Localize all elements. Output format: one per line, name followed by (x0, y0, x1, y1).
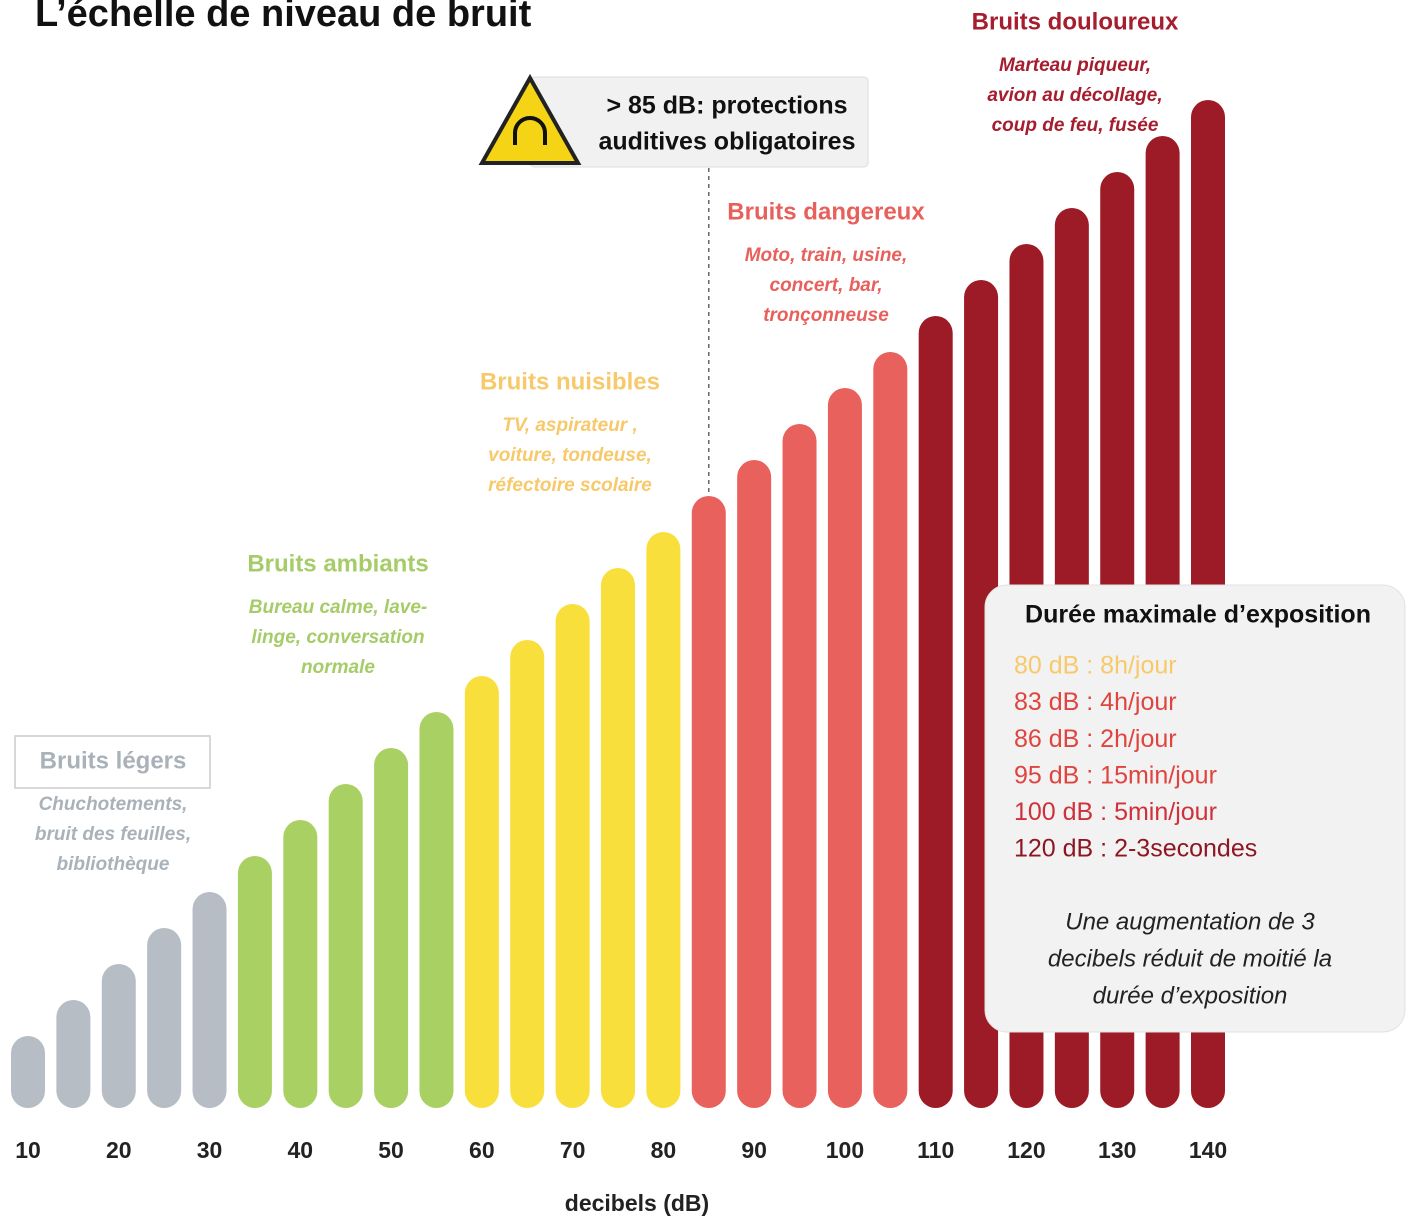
x-tick-label: 70 (560, 1137, 586, 1163)
bar (692, 496, 726, 1108)
x-axis-label: decibels (dB) (565, 1190, 709, 1216)
group-examples: voiture, tondeuse, (488, 445, 652, 466)
chart-title: L’échelle de niveau de bruit (35, 0, 532, 35)
exposure-item: 83 dB : 4h/jour (1014, 688, 1177, 716)
exposure-item: 80 dB : 8h/jour (1014, 652, 1177, 680)
group-examples: tronçonneuse (763, 305, 889, 326)
group-examples: Marteau piqueur, (999, 55, 1151, 76)
group-examples: linge, conversation (251, 627, 424, 648)
group-examples: bruit des feuilles, (35, 824, 191, 845)
x-tick-label: 60 (469, 1137, 495, 1163)
warning-text: > 85 dB: protections (606, 92, 847, 120)
group-examples: avion au décollage, (987, 85, 1162, 106)
bar (783, 424, 817, 1108)
group-examples: normale (301, 657, 375, 678)
group-title: Bruits dangereux (727, 198, 925, 225)
group-examples: Chuchotements, (39, 794, 188, 815)
bar (465, 676, 499, 1108)
x-tick-label: 140 (1189, 1137, 1227, 1163)
x-tick-label: 50 (378, 1137, 404, 1163)
exposure-title: Durée maximale d’exposition (1025, 601, 1371, 629)
bar (102, 964, 136, 1108)
x-tick-label: 40 (288, 1137, 314, 1163)
x-tick-label: 10 (15, 1137, 41, 1163)
group-examples: Bureau calme, lave- (249, 597, 427, 618)
exposure-note: decibels réduit de moitié la (1048, 945, 1332, 972)
bar (56, 1000, 90, 1108)
x-tick-label: 120 (1007, 1137, 1045, 1163)
bar (374, 748, 408, 1108)
x-tick-label: 30 (197, 1137, 223, 1163)
x-tick-label: 80 (651, 1137, 677, 1163)
bar (329, 784, 363, 1108)
group-title: Bruits douloureux (972, 8, 1179, 35)
bar (283, 820, 317, 1108)
x-tick-label: 20 (106, 1137, 132, 1163)
exposure-item: 86 dB : 2h/jour (1014, 725, 1177, 753)
group-examples: réfectoire scolaire (488, 475, 652, 496)
group-title: Bruits légers (40, 747, 187, 774)
bar (556, 604, 590, 1108)
warning: > 85 dB: protections auditives obligatoi… (482, 77, 868, 167)
bar (919, 316, 953, 1108)
bar (510, 640, 544, 1108)
bar (646, 532, 680, 1108)
exposure-item: 100 dB : 5min/jour (1014, 798, 1217, 826)
bar (737, 460, 771, 1108)
chart: L’échelle de niveau de bruit decibels (d… (0, 0, 1416, 1221)
bar (601, 568, 635, 1108)
bar (147, 928, 181, 1108)
bar (873, 352, 907, 1108)
group-examples: Moto, train, usine, (745, 245, 908, 266)
bar (828, 388, 862, 1108)
group-title: Bruits ambiants (247, 550, 428, 577)
bar (238, 856, 272, 1108)
x-tick-label: 130 (1098, 1137, 1136, 1163)
bar (11, 1036, 45, 1108)
exposure-note: Une augmentation de 3 (1065, 908, 1315, 935)
bar (419, 712, 453, 1108)
bar (193, 892, 227, 1108)
group-title: Bruits nuisibles (480, 368, 660, 395)
group-examples: coup de feu, fusée (992, 115, 1159, 136)
exposure-note: durée d’exposition (1093, 982, 1288, 1009)
group-examples: concert, bar, (770, 275, 883, 296)
exposure-item: 120 dB : 2-3secondes (1014, 835, 1257, 863)
x-tick-label: 90 (741, 1137, 767, 1163)
group-examples: bibliothèque (57, 854, 170, 875)
group-examples: TV, aspirateur , (502, 415, 638, 436)
x-tick-label: 110 (917, 1137, 954, 1163)
exposure-item: 95 dB : 15min/jour (1014, 761, 1217, 789)
x-tick-label: 100 (826, 1137, 864, 1163)
warning-text: auditives obligatoires (598, 128, 855, 156)
